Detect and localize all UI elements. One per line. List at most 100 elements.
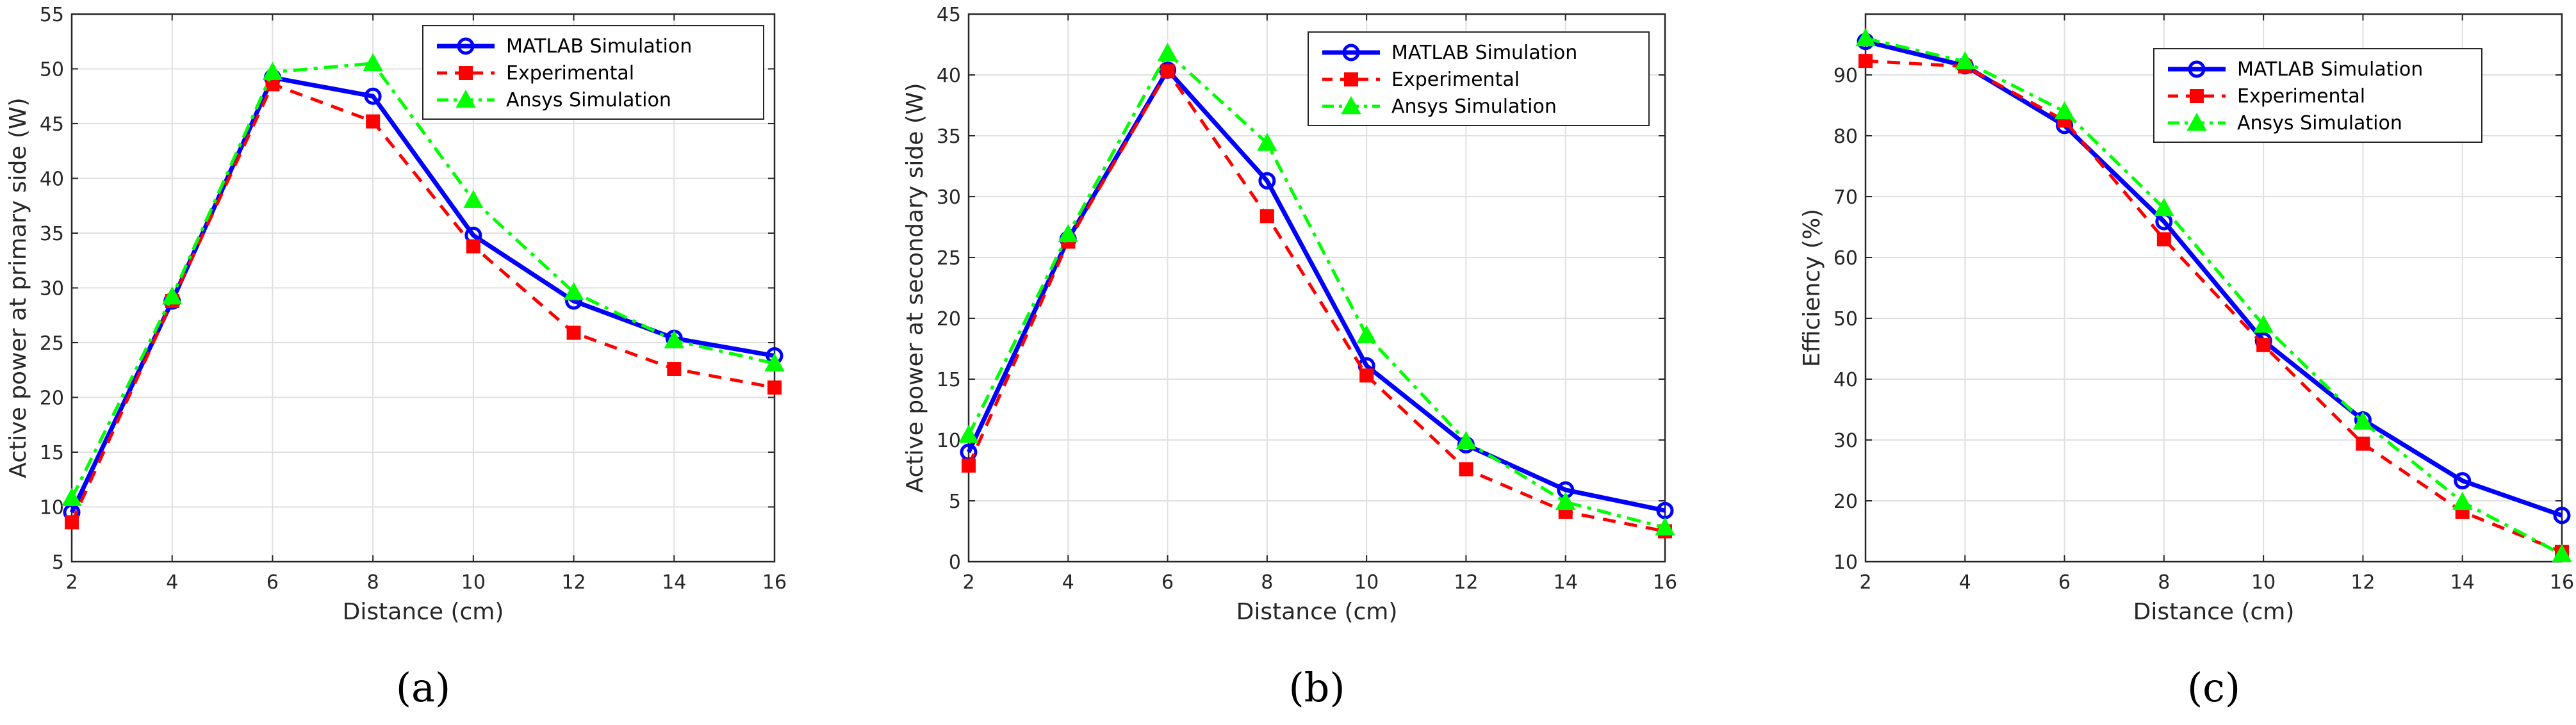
series-line-ansys-simulation bbox=[967, 51, 1666, 530]
y-tick-label-9: 40 bbox=[937, 65, 961, 87]
data-point-ansys-simulation-4 bbox=[363, 53, 383, 72]
x-tick-label-8: 16 bbox=[2550, 571, 2574, 594]
x-tick-label-1: 2 bbox=[962, 571, 974, 594]
data-point-ansys-simulation-3 bbox=[2054, 101, 2075, 120]
y-tick-label-2: 5 bbox=[949, 491, 961, 513]
data-point-ansys-simulation-8 bbox=[1655, 517, 1675, 535]
x-tick-label-2: 4 bbox=[1959, 571, 1971, 594]
y-tick-label-7: 30 bbox=[937, 186, 961, 209]
data-point-matlab-simulation-8 bbox=[2553, 507, 2571, 525]
y-axis-label: Active power at secondary side (W) bbox=[902, 83, 928, 493]
data-point-ansys-simulation-5 bbox=[2253, 314, 2274, 333]
legend: MATLAB Simulation Experimental Ansys Simul… bbox=[2153, 48, 2482, 143]
legend: MATLAB Simulation Experimental Ansys Simul… bbox=[422, 25, 764, 120]
x-tick-label-7: 14 bbox=[1554, 571, 1578, 594]
x-tick-label-6: 12 bbox=[561, 571, 586, 594]
axes-frame bbox=[70, 13, 776, 563]
series-line-matlab-simulation bbox=[966, 67, 1666, 513]
x-tick-label-5: 10 bbox=[1354, 571, 1379, 594]
x-tick-label-3: 6 bbox=[1161, 571, 1174, 594]
x-tick-label-7: 14 bbox=[662, 571, 686, 594]
x-axis-label: Distance (cm) bbox=[343, 599, 504, 625]
legend-marker-1 bbox=[457, 37, 475, 55]
data-point-ansys-simulation-4 bbox=[2154, 197, 2174, 216]
data-point-ansys-simulation-6 bbox=[2352, 411, 2374, 430]
y-tick-label-10: 45 bbox=[937, 4, 961, 26]
data-point-experimental-6 bbox=[2356, 436, 2370, 451]
data-point-ansys-simulation-6 bbox=[563, 282, 584, 300]
x-tick-label-8: 16 bbox=[1653, 571, 1677, 594]
data-point-ansys-simulation-5 bbox=[463, 190, 484, 208]
y-tick-label-9: 45 bbox=[40, 113, 64, 136]
legend-label-2: Experimental bbox=[2237, 85, 2365, 108]
x-tick-label-1: 2 bbox=[65, 571, 78, 594]
y-tick-label-6: 30 bbox=[40, 278, 64, 300]
data-point-ansys-simulation-5 bbox=[1356, 325, 1377, 343]
data-point-experimental-4 bbox=[2156, 232, 2171, 247]
y-tick-label-2: 20 bbox=[1834, 491, 1858, 513]
legend-marker-1 bbox=[2188, 60, 2206, 78]
data-point-matlab-simulation-4 bbox=[1258, 172, 1276, 190]
legend: MATLAB Simulation Experimental Ansys Simul… bbox=[1308, 31, 1650, 126]
data-point-experimental-5 bbox=[1359, 368, 1374, 383]
legend-label-1: MATLAB Simulation bbox=[2237, 58, 2423, 81]
chart-1: 2 4 6 8 10 12 14 16 5 10 15 20 25 30 35 40 45 50 55 Distanc… bbox=[5, 4, 787, 711]
y-tick-label-6: 25 bbox=[937, 247, 961, 270]
y-tick-label-8: 40 bbox=[40, 168, 64, 191]
data-point-ansys-simulation-2 bbox=[1955, 51, 1975, 70]
legend-label-3: Ansys Simulation bbox=[506, 89, 671, 111]
data-point-ansys-simulation-3 bbox=[262, 61, 283, 80]
y-tick-label-5: 25 bbox=[40, 332, 64, 355]
y-tick-label-1: 0 bbox=[949, 551, 961, 574]
data-point-ansys-simulation-2 bbox=[162, 286, 183, 305]
y-tick-label-6: 60 bbox=[1834, 247, 1858, 270]
y-tick-label-2: 10 bbox=[40, 497, 64, 519]
data-point-experimental-6 bbox=[1459, 462, 1473, 477]
x-tick-label-2: 4 bbox=[1062, 571, 1074, 594]
legend-marker-3 bbox=[2186, 112, 2207, 131]
y-tick-label-3: 15 bbox=[40, 442, 64, 464]
data-point-ansys-simulation-8 bbox=[764, 353, 785, 371]
legend-marker-2 bbox=[459, 66, 473, 80]
data-point-experimental-3 bbox=[1160, 64, 1175, 79]
x-tick-label-4: 8 bbox=[2158, 571, 2170, 594]
data-point-ansys-simulation-6 bbox=[1456, 430, 1477, 450]
data-point-experimental-4 bbox=[1259, 209, 1274, 224]
x-tick-label-3: 6 bbox=[267, 571, 279, 594]
y-tick-label-7: 70 bbox=[1834, 186, 1858, 209]
data-point-experimental-1 bbox=[65, 515, 79, 530]
legend-label-2: Experimental bbox=[506, 62, 634, 85]
data-point-experimental-1 bbox=[1858, 54, 1873, 69]
x-tick-label-7: 14 bbox=[2450, 571, 2475, 594]
data-point-experimental-5 bbox=[466, 239, 480, 254]
series-line-experimental bbox=[967, 69, 1666, 533]
y-tick-label-4: 20 bbox=[40, 387, 64, 410]
data-point-ansys-simulation-7 bbox=[1555, 491, 1576, 510]
legend-label-2: Experimental bbox=[1391, 69, 1520, 91]
y-tick-label-1: 10 bbox=[1834, 551, 1858, 574]
data-point-ansys-simulation-4 bbox=[1257, 133, 1277, 151]
chart-3: 2 4 6 8 10 12 14 16 10 20 30 40 50 60 70 80 90 Distance (… bbox=[1799, 13, 2574, 711]
panel-caption: (a) bbox=[396, 664, 450, 711]
y-tick-label-5: 20 bbox=[937, 308, 961, 330]
y-tick-label-1: 5 bbox=[52, 551, 64, 574]
y-axis-label: Efficiency (%) bbox=[1799, 209, 1825, 367]
legend-marker-2 bbox=[2190, 89, 2204, 103]
data-point-ansys-simulation-1 bbox=[1855, 28, 1876, 47]
x-tick-label-6: 12 bbox=[2350, 571, 2375, 594]
legend-label-3: Ansys Simulation bbox=[2237, 112, 2402, 134]
panel-caption: (b) bbox=[1288, 664, 1345, 711]
data-point-experimental-4 bbox=[366, 114, 381, 129]
data-point-ansys-simulation-8 bbox=[2552, 544, 2572, 562]
series-line-experimental bbox=[70, 82, 775, 523]
y-axis-label: Active power at primary side (W) bbox=[5, 97, 31, 478]
x-tick-label-4: 8 bbox=[367, 571, 379, 594]
chart-2: 2 4 6 8 10 12 14 16 0 5 10 15 20 25 30 35 40 45 Distance (… bbox=[902, 4, 1677, 711]
x-tick-label-5: 10 bbox=[461, 571, 486, 594]
panel-caption: (c) bbox=[2187, 664, 2240, 711]
legend-marker-1 bbox=[1342, 44, 1360, 61]
data-point-matlab-simulation-4 bbox=[364, 87, 382, 105]
data-point-experimental-8 bbox=[767, 380, 782, 395]
data-point-experimental-7 bbox=[667, 362, 682, 377]
data-point-experimental-6 bbox=[566, 325, 581, 340]
